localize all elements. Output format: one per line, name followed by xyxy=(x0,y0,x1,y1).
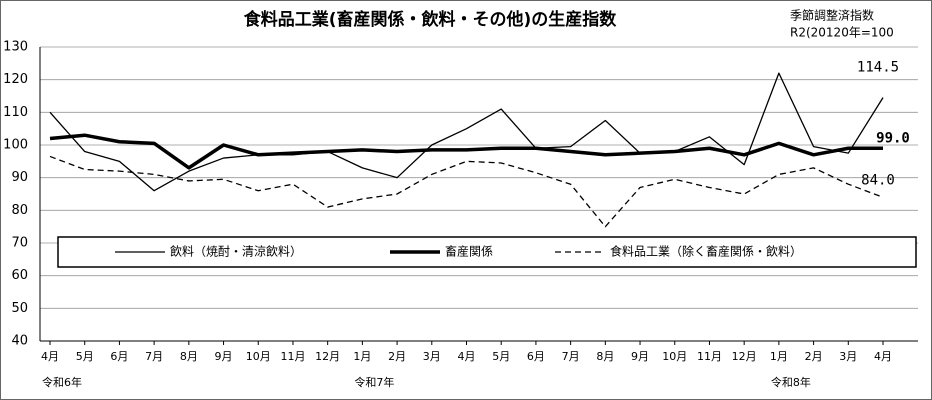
chart-title: 食料品工業(畜産関係・飲料・その他)の生産指数 xyxy=(244,9,618,30)
x-tick-label: 12月 xyxy=(732,350,757,363)
series-line xyxy=(49,133,883,170)
x-tick-label: 6月 xyxy=(527,350,545,363)
legend-label: 畜産関係 xyxy=(445,244,493,259)
x-tick-label: 5月 xyxy=(76,350,94,363)
x-tick-label: 12月 xyxy=(315,350,340,363)
y-tick-label: 110 xyxy=(3,105,28,120)
x-tick-label: 11月 xyxy=(697,350,722,363)
y-tick-label: 40 xyxy=(11,334,28,349)
y-tick-label: 100 xyxy=(3,138,28,153)
x-tick-label: 1月 xyxy=(353,350,371,363)
year-label: 令和7年 xyxy=(354,375,394,389)
year-label: 令和6年 xyxy=(42,375,82,389)
x-tick-label: 3月 xyxy=(423,350,441,363)
y-tick-label: 70 xyxy=(11,236,28,251)
x-tick-label: 11月 xyxy=(280,350,305,363)
x-tick-label: 5月 xyxy=(492,350,510,363)
subtitle: R2(20120年=100 xyxy=(790,26,894,40)
y-tick-label: 90 xyxy=(11,170,28,185)
x-tick-label: 3月 xyxy=(839,350,857,363)
x-tick-label: 6月 xyxy=(110,350,128,363)
x-tick-label: 4月 xyxy=(458,350,476,363)
x-tick-label: 1月 xyxy=(770,350,788,363)
x-tick-label: 7月 xyxy=(145,350,163,363)
x-tick-label: 9月 xyxy=(215,350,233,363)
legend-label: 飲料（焼酎・清涼飲料） xyxy=(170,244,302,259)
series-line xyxy=(49,72,884,192)
x-tick-label: 8月 xyxy=(180,350,198,363)
value-label: 99.0 xyxy=(876,130,910,146)
y-tick-label: 130 xyxy=(3,40,28,55)
y-tick-label: 50 xyxy=(11,301,28,316)
y-tick-label: 80 xyxy=(11,203,28,218)
y-tick-label: 120 xyxy=(3,72,28,87)
value-label: 114.5 xyxy=(857,60,899,76)
x-tick-label: 10月 xyxy=(246,350,271,363)
series-line xyxy=(49,155,884,228)
x-tick-label: 8月 xyxy=(596,350,614,363)
x-tick-label: 2月 xyxy=(805,350,823,363)
year-label: 令和8年 xyxy=(771,375,811,389)
value-label: 84.0 xyxy=(861,172,895,188)
x-tick-label: 4月 xyxy=(874,350,892,363)
y-tick-label: 60 xyxy=(11,268,28,283)
x-tick-label: 9月 xyxy=(631,350,649,363)
legend-box xyxy=(57,236,917,268)
x-tick-label: 4月 xyxy=(41,350,59,363)
legend-label: 食料品工業（除く畜産関係・飲料） xyxy=(610,244,802,259)
x-tick-label: 2月 xyxy=(388,350,406,363)
x-tick-label: 7月 xyxy=(562,350,580,363)
subtitle: 季節調整済指数 xyxy=(790,8,874,23)
x-tick-label: 10月 xyxy=(662,350,687,363)
